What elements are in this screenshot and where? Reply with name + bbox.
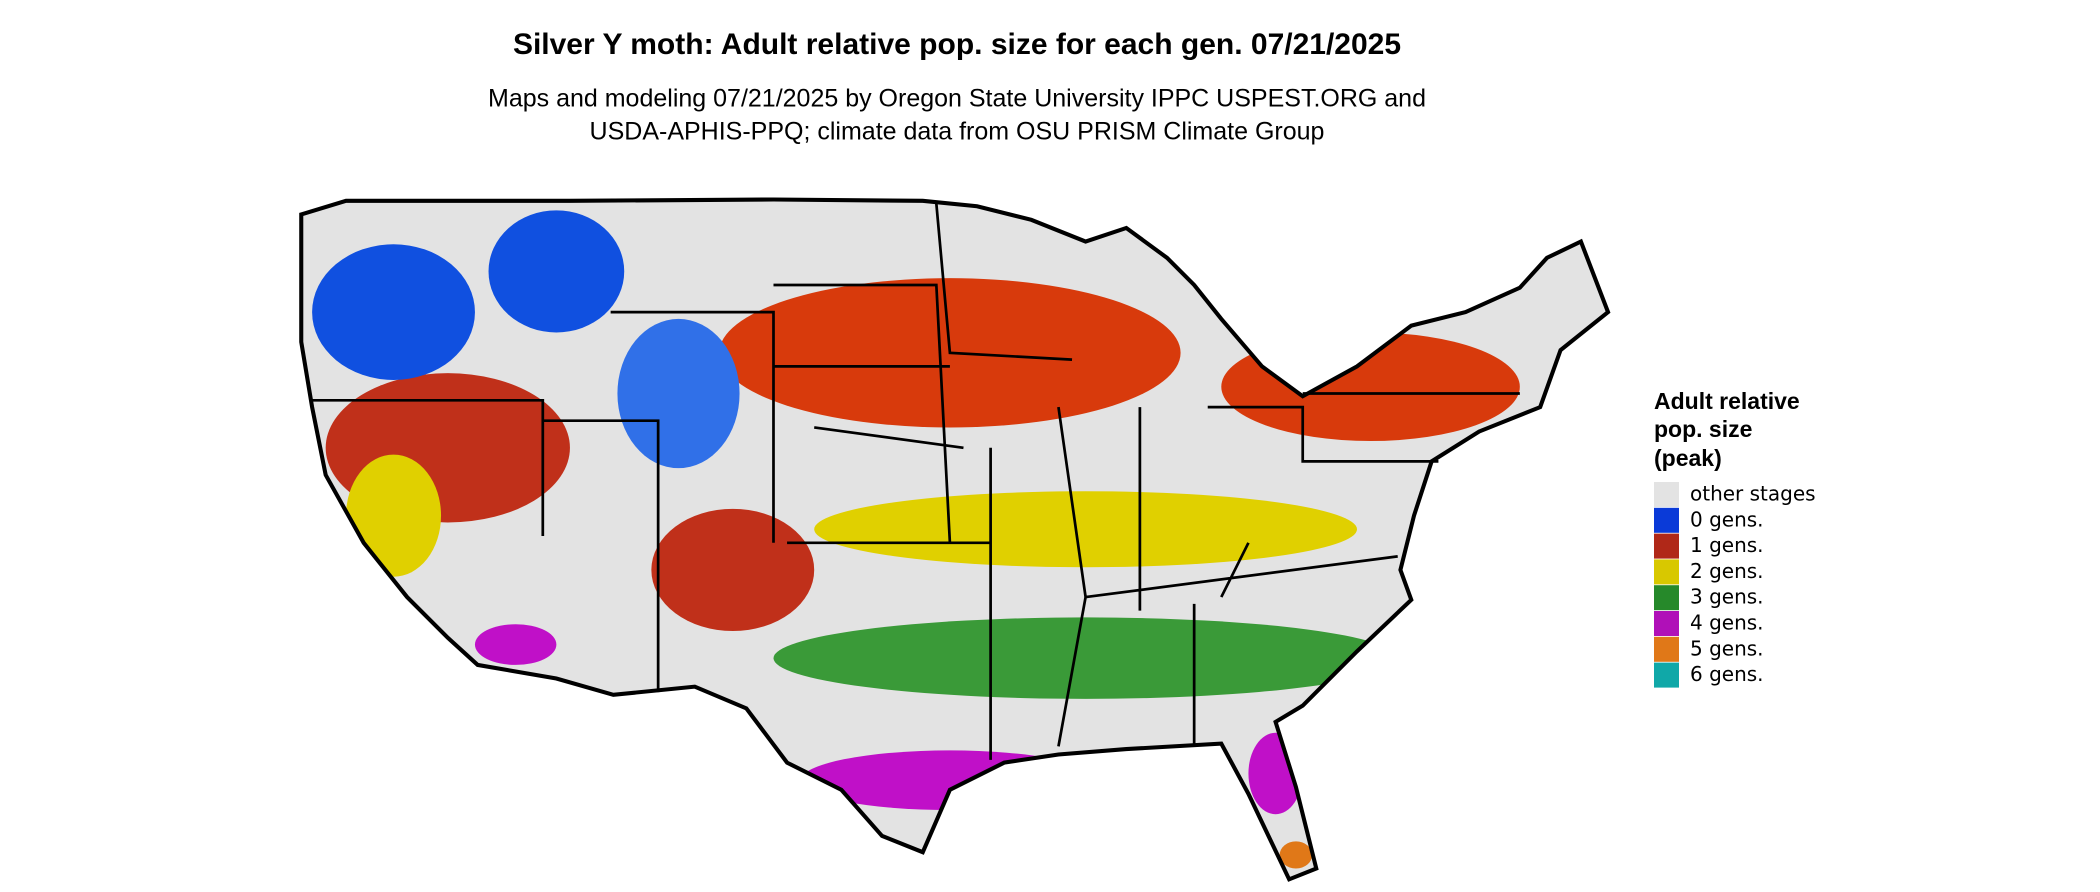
legend-swatch (1654, 533, 1679, 559)
legend-label: 5 gens. (1690, 636, 1764, 660)
map-title: Silver Y moth: Adult relative pop. size … (513, 28, 1401, 61)
legend-swatch (1654, 507, 1679, 533)
legend-label: 1 gens. (1690, 533, 1764, 557)
map (271, 176, 1628, 892)
legend-label: 4 gens. (1690, 611, 1764, 635)
legend-swatch (1654, 559, 1679, 585)
legend-label: 2 gens. (1690, 559, 1764, 583)
legend-swatch (1654, 611, 1679, 636)
subtitle-line: USDA-APHIS-PPQ; climate data from OSU PR… (590, 118, 1325, 146)
legend-swatch (1654, 662, 1679, 688)
legend-title: Adult relative (1654, 388, 1800, 414)
legend-title: (peak) (1654, 445, 1722, 471)
subtitle-line: Maps and modeling 07/21/2025 by Oregon S… (488, 85, 1426, 113)
legend-label: other stages (1690, 482, 1816, 506)
legend-label: 0 gens. (1690, 507, 1764, 531)
legend-label: 3 gens. (1690, 585, 1764, 609)
legend-label: 6 gens. (1690, 662, 1764, 686)
legend-swatch (1654, 636, 1679, 662)
legend-title: pop. size (1654, 416, 1752, 442)
legend-swatch (1654, 585, 1679, 611)
legend-swatch (1654, 482, 1679, 507)
